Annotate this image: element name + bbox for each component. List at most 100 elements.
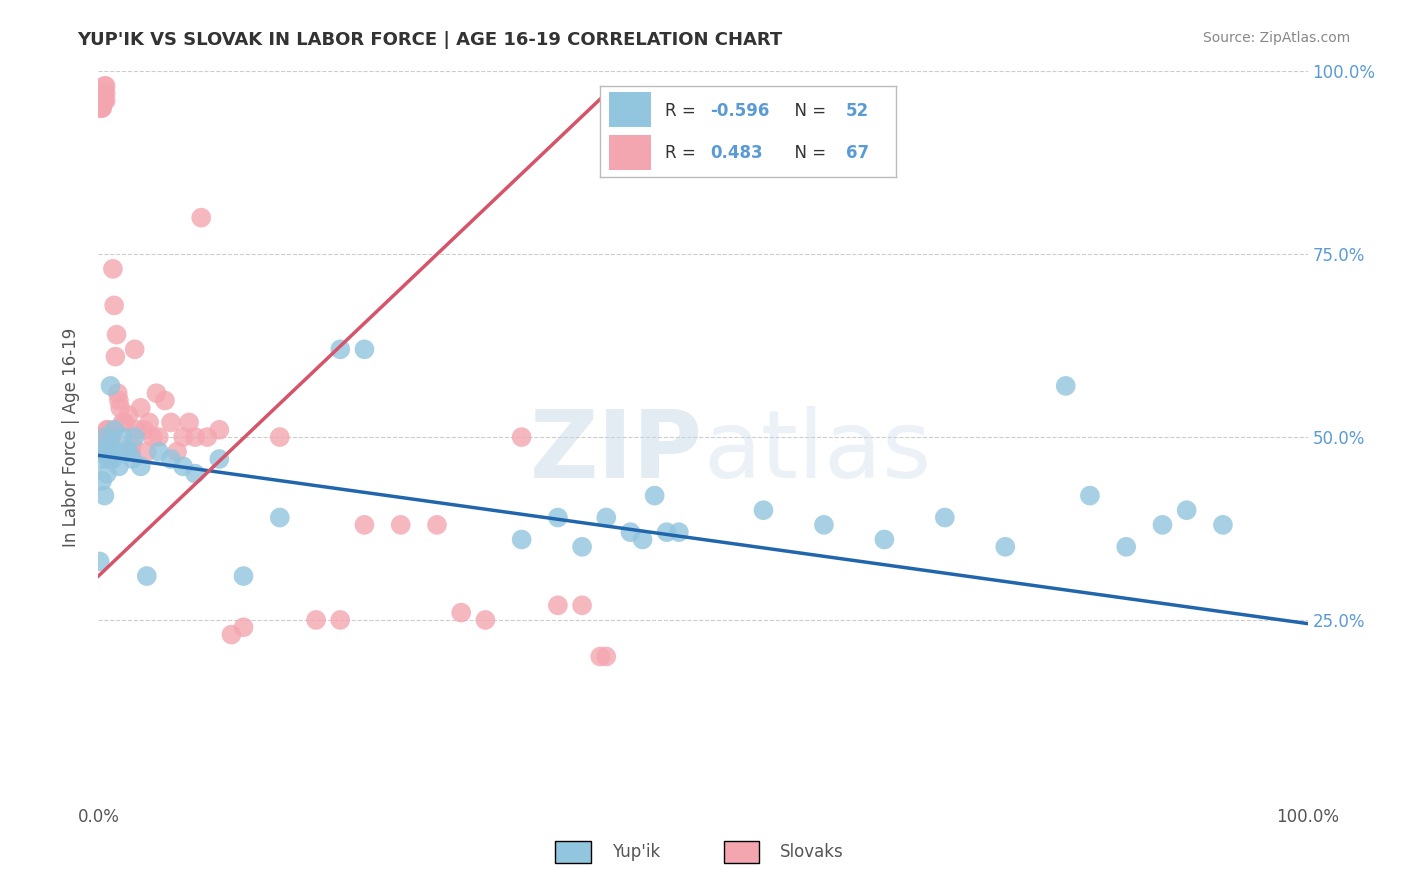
Point: [1175, 503, 1198, 517]
Point: [135, 444, 157, 458]
Point: [94, 87, 117, 101]
Point: [100, 379, 122, 393]
Point: [1054, 379, 1077, 393]
Point: [148, 430, 170, 444]
Point: [148, 444, 170, 458]
Point: [142, 430, 165, 444]
Point: [571, 540, 593, 554]
Point: [547, 510, 569, 524]
Point: [104, 350, 127, 364]
Point: [90, 101, 112, 115]
Point: [1152, 517, 1174, 532]
Point: [179, 416, 201, 430]
Point: [91, 87, 114, 101]
Point: [547, 599, 569, 613]
Point: [91, 474, 114, 488]
Point: [134, 423, 156, 437]
Point: [93, 489, 115, 503]
Point: [1078, 489, 1101, 503]
Point: [94, 430, 117, 444]
Point: [1115, 540, 1137, 554]
Point: [118, 408, 141, 422]
Point: [90, 430, 112, 444]
Point: [89, 554, 111, 568]
Point: [91, 94, 114, 108]
Point: [103, 298, 125, 312]
Point: [450, 606, 472, 620]
Point: [426, 517, 449, 532]
Point: [90, 101, 112, 115]
Point: [208, 423, 231, 437]
Y-axis label: In Labor Force | Age 16-19: In Labor Force | Age 16-19: [62, 327, 80, 547]
Point: [305, 613, 328, 627]
Point: [100, 444, 122, 458]
Point: [571, 599, 593, 613]
Point: [121, 437, 143, 451]
Point: [108, 393, 131, 408]
Point: [93, 444, 115, 458]
Point: [329, 613, 352, 627]
Point: [232, 569, 254, 583]
Point: [101, 452, 124, 467]
Text: Source: ZipAtlas.com: Source: ZipAtlas.com: [1202, 31, 1350, 45]
Point: [103, 423, 125, 437]
Point: [595, 649, 617, 664]
Point: [127, 423, 149, 437]
Point: [195, 430, 218, 444]
Point: [96, 423, 118, 437]
Point: [97, 430, 120, 444]
Point: [129, 459, 152, 474]
Point: [595, 510, 617, 524]
Point: [655, 525, 678, 540]
Point: [98, 452, 121, 467]
Point: [873, 533, 896, 547]
Point: [93, 87, 115, 101]
Point: [129, 401, 152, 415]
Point: [269, 430, 291, 444]
Point: [107, 386, 129, 401]
Point: [94, 78, 117, 93]
Point: [114, 444, 136, 458]
Point: [353, 343, 375, 357]
Point: [93, 94, 115, 108]
Point: [118, 444, 141, 458]
Point: [994, 540, 1017, 554]
Text: YUP'IK VS SLOVAK IN LABOR FORCE | AGE 16-19 CORRELATION CHART: YUP'IK VS SLOVAK IN LABOR FORCE | AGE 16…: [77, 31, 783, 49]
Point: [124, 343, 146, 357]
Point: [100, 430, 122, 444]
Point: [120, 444, 142, 458]
Point: [269, 510, 291, 524]
Point: [510, 533, 533, 547]
Point: [166, 444, 188, 458]
Point: [668, 525, 690, 540]
Point: [474, 613, 496, 627]
Text: ZIP: ZIP: [530, 406, 703, 498]
Point: [145, 386, 167, 401]
Point: [934, 510, 956, 524]
Point: [98, 437, 121, 451]
Point: [108, 459, 131, 474]
Point: [100, 430, 122, 444]
Point: [94, 94, 117, 108]
Point: [91, 87, 114, 101]
Point: [114, 416, 136, 430]
Text: atlas: atlas: [703, 406, 931, 498]
Point: [111, 416, 134, 430]
Text: Slovaks: Slovaks: [780, 843, 844, 861]
Point: [135, 569, 157, 583]
Point: [96, 444, 118, 458]
Point: [153, 393, 176, 408]
Point: [91, 101, 114, 115]
Point: [111, 430, 134, 444]
Point: [138, 416, 160, 430]
Point: [124, 430, 146, 444]
Point: [172, 459, 194, 474]
Point: [105, 444, 128, 458]
Point: [631, 533, 654, 547]
Point: [221, 627, 243, 641]
Point: [101, 261, 124, 276]
Point: [208, 452, 231, 467]
Point: [97, 423, 120, 437]
Point: [121, 452, 143, 467]
Point: [1212, 517, 1234, 532]
